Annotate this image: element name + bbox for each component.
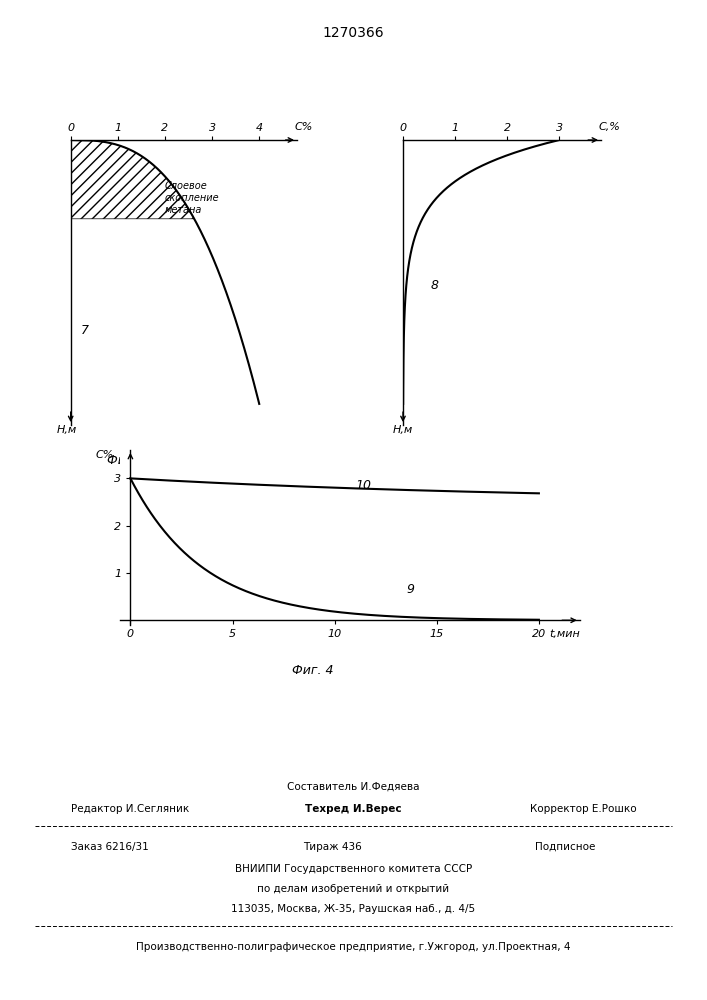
Text: 8: 8 xyxy=(431,279,438,292)
Text: Подписное: Подписное xyxy=(535,842,596,852)
Text: Производственно-полиграфическое предприятие, г.Ужгород, ул.Проектная, 4: Производственно-полиграфическое предприя… xyxy=(136,942,571,952)
Text: С%: С% xyxy=(95,450,114,460)
Text: Фиг. 4: Фиг. 4 xyxy=(293,664,334,676)
Text: Тираж 436: Тираж 436 xyxy=(303,842,362,852)
Text: Фиг. 3: Фиг. 3 xyxy=(432,454,473,466)
Text: H,м: H,м xyxy=(392,425,413,435)
Text: ВНИИПИ Государственного комитета СССР: ВНИИПИ Государственного комитета СССР xyxy=(235,864,472,874)
Text: Корректор Е.Рошко: Корректор Е.Рошко xyxy=(530,804,636,814)
Text: 7: 7 xyxy=(81,324,89,336)
Text: 1270366: 1270366 xyxy=(322,26,385,40)
Text: Техред И.Верес: Техред И.Верес xyxy=(305,804,402,814)
Text: H,м: H,м xyxy=(57,425,77,435)
Text: Редактор И.Сегляник: Редактор И.Сегляник xyxy=(71,804,189,814)
Text: Заказ 6216/31: Заказ 6216/31 xyxy=(71,842,148,852)
Text: Слоевое
скопление
метана: Слоевое скопление метана xyxy=(165,181,220,215)
Text: С,%: С,% xyxy=(598,122,620,132)
Text: 113035, Москва, Ж-35, Раушская наб., д. 4/5: 113035, Москва, Ж-35, Раушская наб., д. … xyxy=(231,904,476,914)
Text: 10: 10 xyxy=(355,479,371,492)
Text: Фиг. 2: Фиг. 2 xyxy=(107,454,148,466)
Text: по делам изобретений и открытий: по делам изобретений и открытий xyxy=(257,884,450,894)
Text: Составитель И.Федяева: Составитель И.Федяева xyxy=(287,782,420,792)
Text: t,мин: t,мин xyxy=(549,629,580,639)
Text: C%: C% xyxy=(295,122,313,132)
Text: 9: 9 xyxy=(406,583,414,596)
